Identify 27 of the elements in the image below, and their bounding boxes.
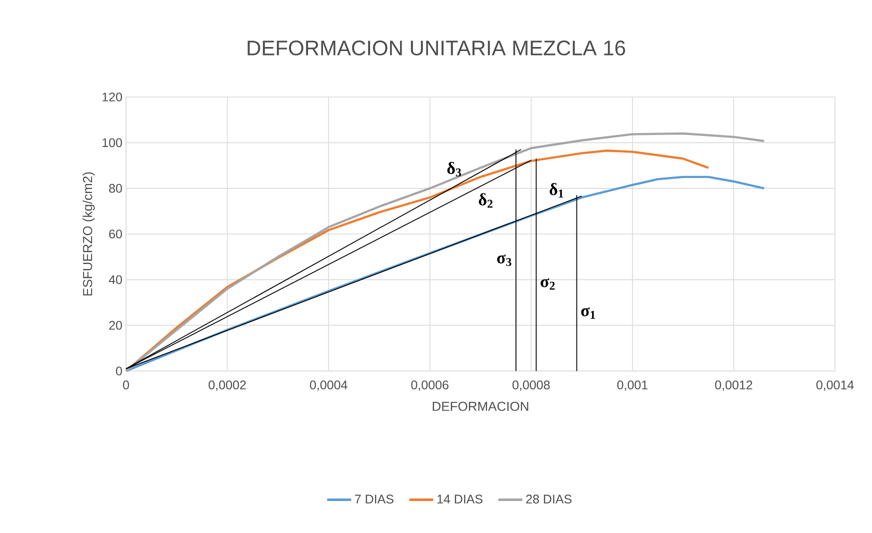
y-tick-label: 80 [109,184,122,193]
x-tick-label: 0,0012 [715,380,752,391]
x-tick-label: 0,0004 [310,380,348,391]
series-label: σ$_{3}$ [497,254,512,266]
x-tick-label: 0,0014 [816,380,854,391]
series-label: σ$_{2}$ [540,278,555,290]
legend-label: 28 DIAS [526,494,572,504]
x-tick-label: 0,0006 [411,380,448,391]
x-tick-label: 0,0002 [208,380,246,391]
series-label: δ$_{3}$ [447,162,462,176]
series-label: σ$_{1}$ [581,307,596,319]
series-label: δ$_{1}$ [550,183,564,198]
y-tick-label: 60 [109,230,122,238]
y-axis-title: ESFUERZO (kg/cm2) [82,172,95,296]
y-tick-label: 20 [109,320,122,330]
legend-label: 7 DIAS [355,494,394,504]
x-tick-label: 0,0008 [512,380,550,391]
y-tick-label: 120 [102,92,122,102]
x-tick-label: 0,001 [617,380,648,391]
legend-label: 14 DIAS [437,494,482,504]
y-tick-label: 0 [116,366,122,376]
series-label: δ$_{2}$ [478,193,492,208]
y-tick-label: 100 [102,138,122,148]
x-axis-title: DEFORMACION [432,402,528,411]
x-tick-label: 0 [123,380,129,390]
y-tick-label: 40 [108,275,122,284]
chart-title: DEFORMACION UNITARIA MEZCLA 16 [248,40,626,56]
